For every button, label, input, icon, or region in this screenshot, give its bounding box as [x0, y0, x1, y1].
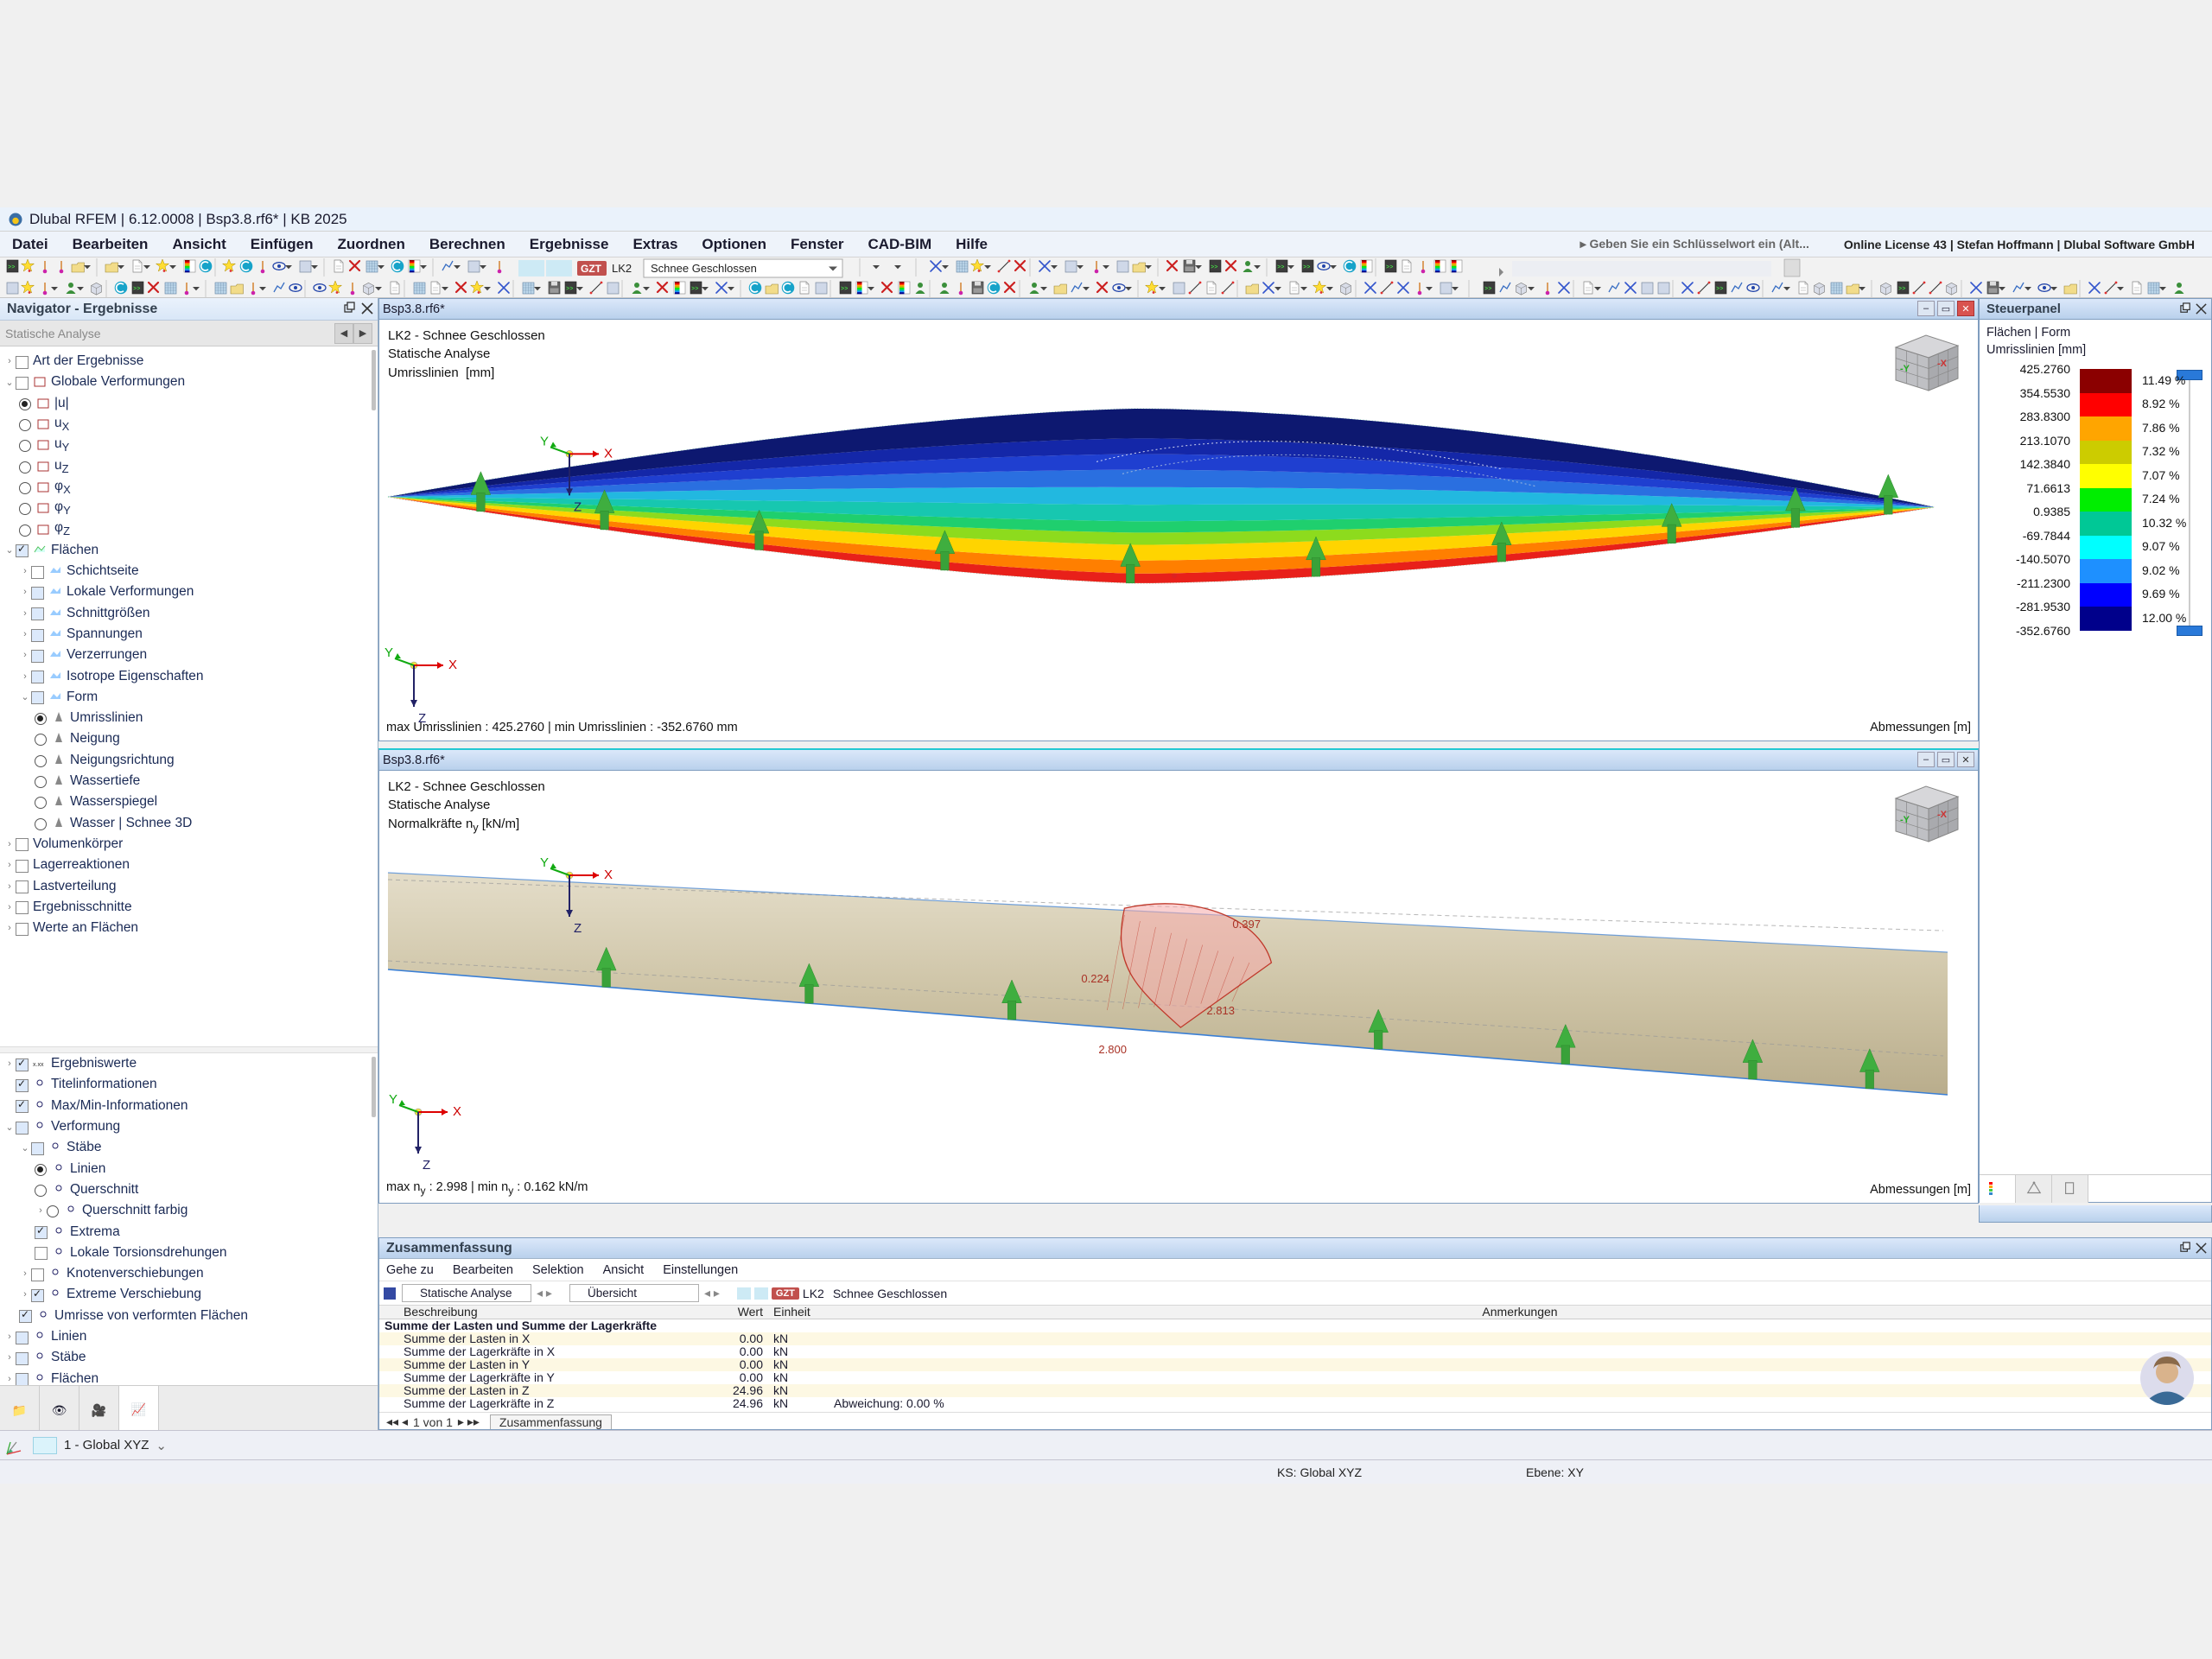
- svg-text:GZT: GZT: [581, 263, 602, 275]
- svg-text:LK2: LK2: [612, 262, 632, 275]
- svg-text:Schnee Geschlossen: Schnee Geschlossen: [651, 262, 757, 275]
- svg-text:2.813: 2.813: [1206, 1004, 1235, 1017]
- svg-text:>>: >>: [8, 264, 15, 271]
- svg-text:>>: >>: [1716, 286, 1723, 293]
- svg-text:>>: >>: [1386, 264, 1393, 271]
- svg-text:0.397: 0.397: [1232, 918, 1261, 931]
- svg-text:>>: >>: [841, 286, 848, 293]
- svg-text:-X: -X: [1937, 810, 1948, 820]
- svg-text:X: X: [453, 1104, 461, 1119]
- svg-text:Y: Y: [540, 855, 549, 870]
- svg-text:Z: Z: [574, 499, 582, 514]
- svg-text:>>: >>: [1211, 264, 1217, 271]
- svg-text:2.800: 2.800: [1098, 1043, 1127, 1056]
- svg-text:>>: >>: [133, 286, 140, 293]
- svg-text:X: X: [604, 446, 613, 461]
- svg-text:x.xx: x.xx: [33, 1062, 44, 1068]
- svg-text:>>: >>: [1484, 286, 1491, 293]
- svg-text:Y: Y: [540, 434, 549, 448]
- svg-text:-Y: -Y: [1900, 815, 1910, 825]
- svg-text:X: X: [604, 868, 613, 882]
- svg-text:>>: >>: [1303, 264, 1310, 271]
- svg-text:>>: >>: [691, 286, 698, 293]
- svg-text:-Y: -Y: [1900, 364, 1910, 374]
- svg-text:>>: >>: [1277, 264, 1284, 271]
- svg-text:>>: >>: [566, 286, 573, 293]
- svg-text:Z: Z: [423, 1158, 430, 1173]
- svg-text:Y: Y: [385, 645, 393, 660]
- svg-text:Y: Y: [389, 1092, 397, 1107]
- svg-text:Z: Z: [574, 921, 582, 936]
- svg-text:-X: -X: [1937, 359, 1948, 369]
- svg-text:>>: >>: [1898, 286, 1905, 293]
- svg-text:0.224: 0.224: [1081, 972, 1109, 985]
- svg-text:X: X: [448, 658, 457, 672]
